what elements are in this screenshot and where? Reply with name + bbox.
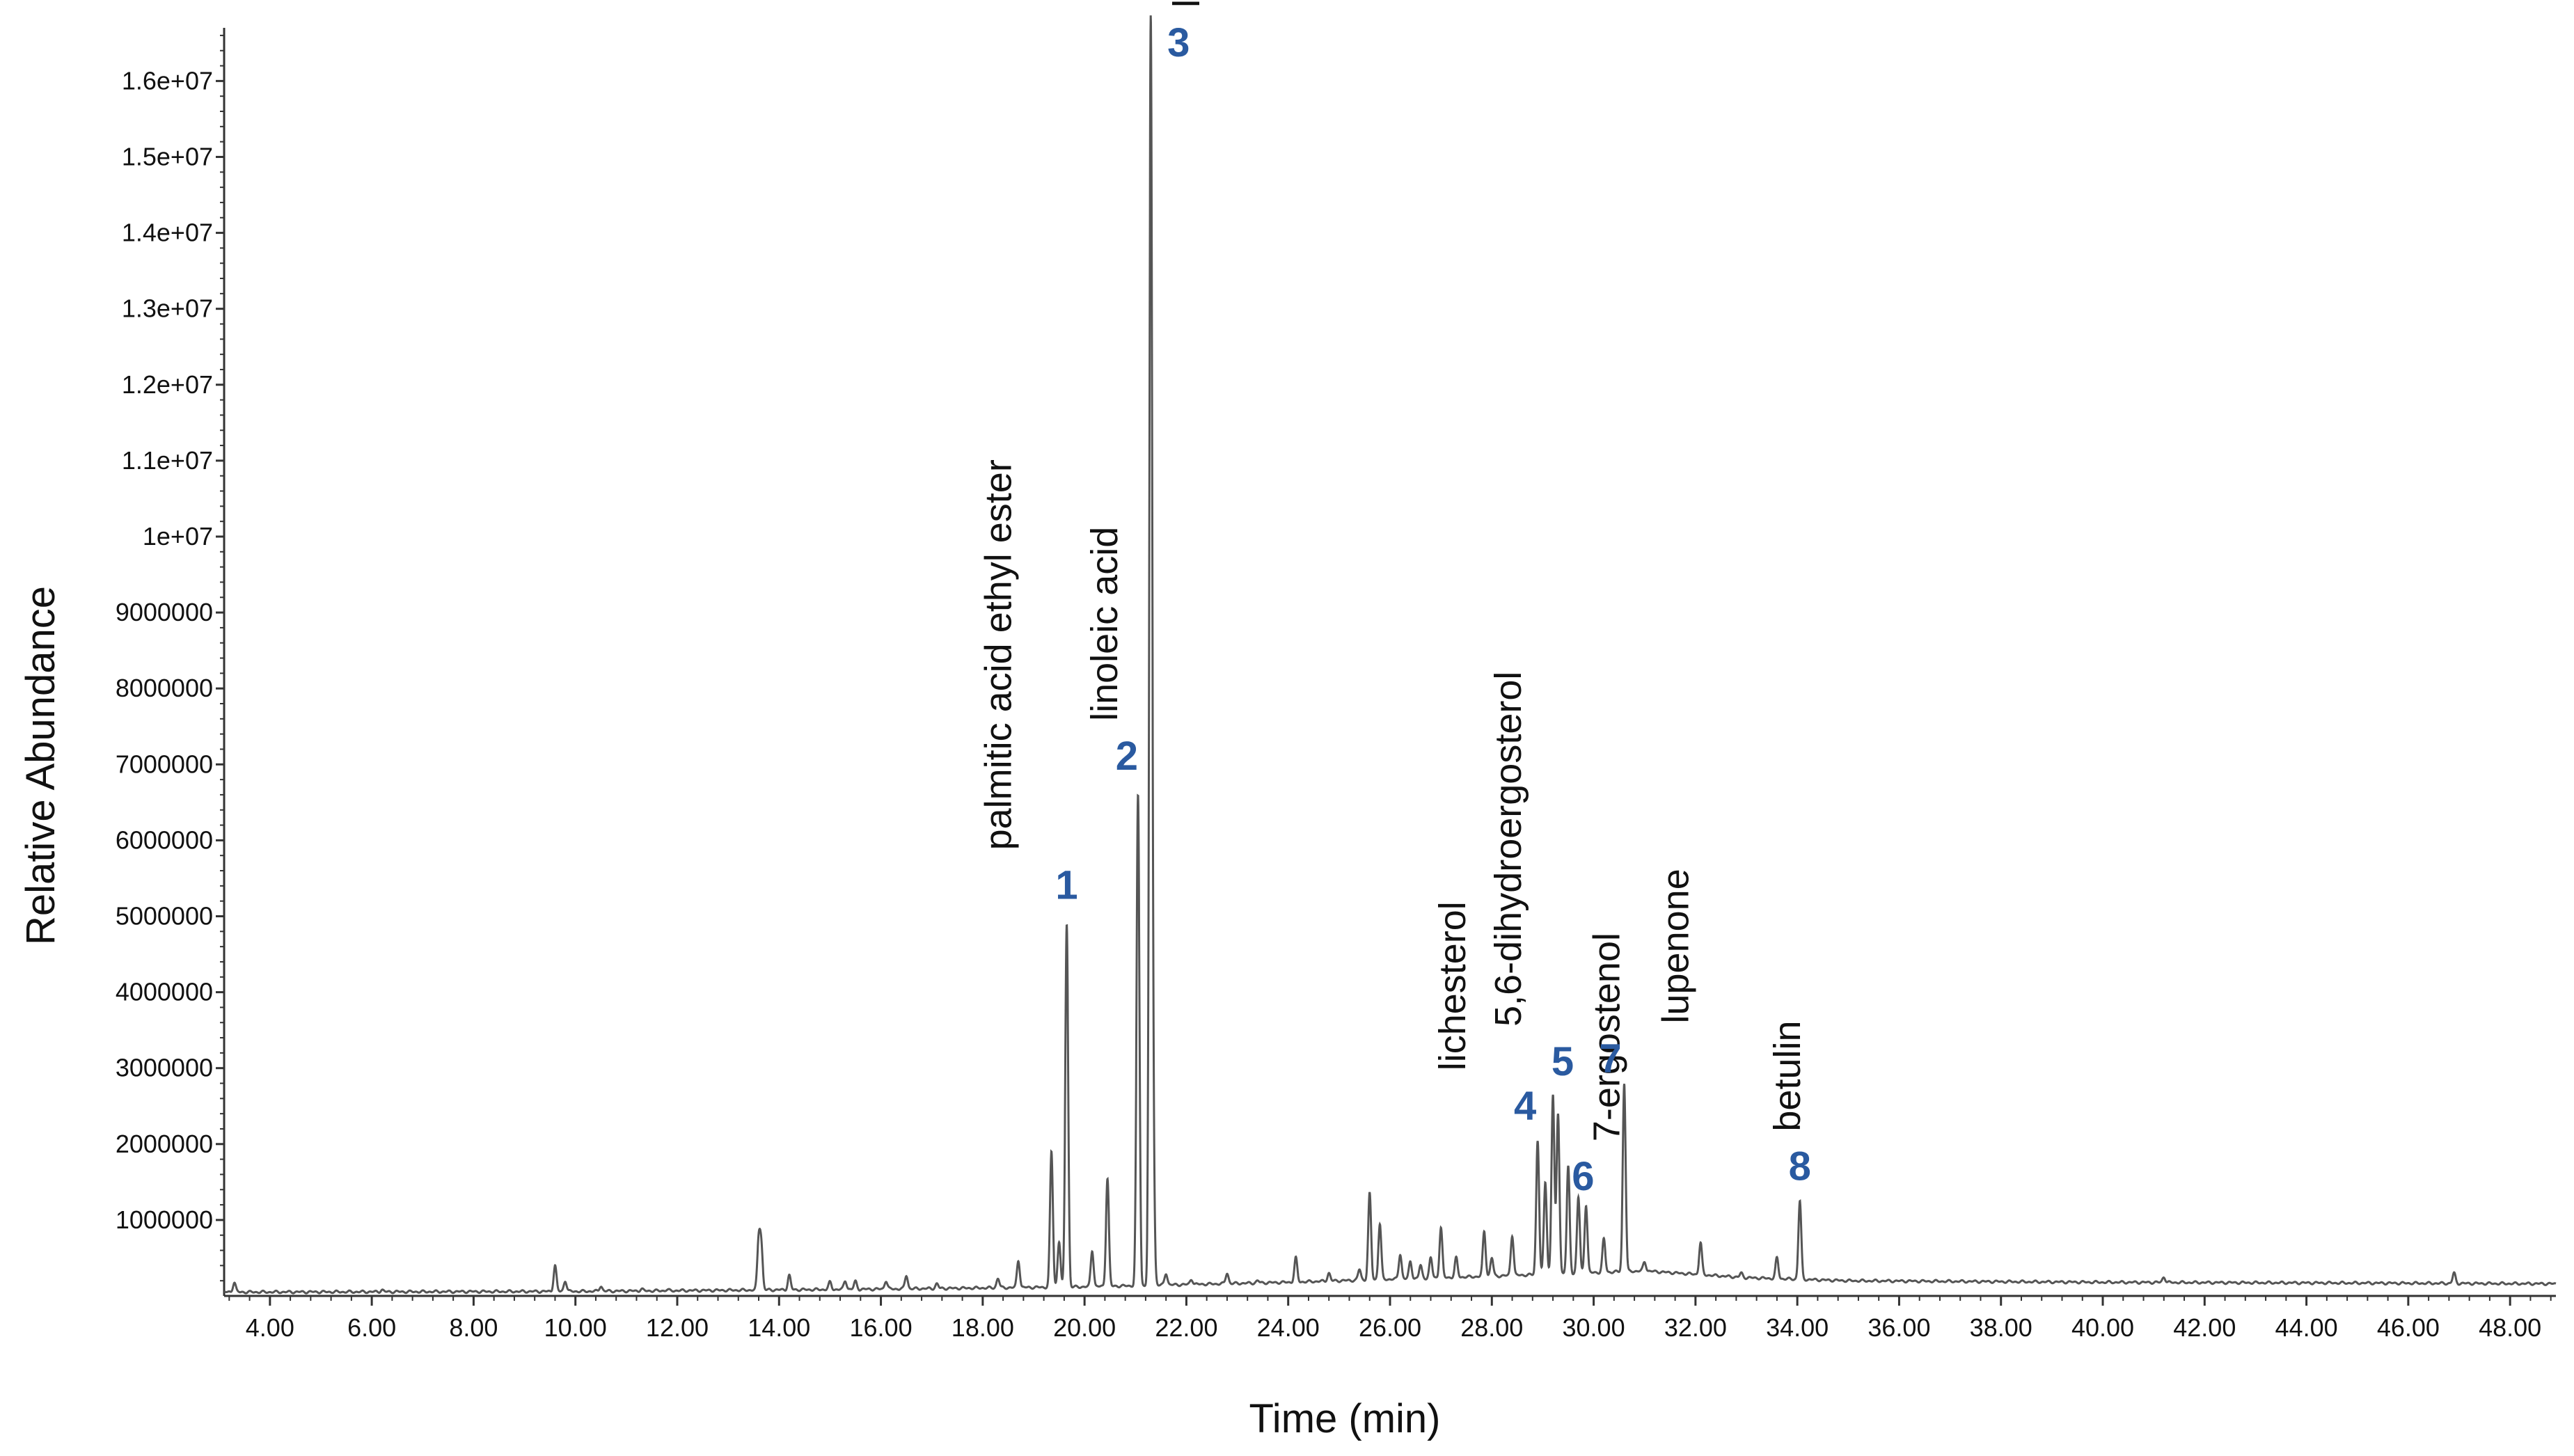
peak-number-label: 4 — [1514, 1083, 1536, 1128]
x-tick-label: 46.00 — [2377, 1313, 2440, 1342]
x-axis-ticks: 4.00 6.00 8.00 10.00 12.00 14.00 16.00 18.00 20.… — [228, 1296, 2552, 1342]
y-tick-label: 4000000 — [116, 978, 213, 1006]
y-tick-label: 5000000 — [116, 901, 213, 930]
y-tick-label: 2000000 — [116, 1130, 213, 1158]
x-tick-label: 28.00 — [1460, 1313, 1523, 1342]
peak-compound-label: linoleic acid ethyl ester — [1166, 0, 1208, 8]
peak-number-label: 8 — [1789, 1144, 1811, 1189]
peak-compound-label: betulin — [1767, 1020, 1808, 1131]
y-tick-label: 8000000 — [116, 674, 213, 702]
y-tick-label: 1.6e+07 — [122, 66, 213, 95]
y-tick-label: 7000000 — [116, 750, 213, 778]
x-tick-label: 12.00 — [646, 1313, 709, 1342]
x-tick-label: 30.00 — [1563, 1313, 1625, 1342]
peak-annotations: 1 palmitic acid ethyl ester 2 linoleic acid… — [978, 0, 1811, 1199]
x-tick-label: 40.00 — [2071, 1313, 2134, 1342]
peak-number-label: 1 — [1055, 862, 1077, 908]
peak-compound-label: 5,6-dihydroergosterol — [1487, 672, 1529, 1027]
peak-compound-label: lichesterol — [1432, 901, 1474, 1070]
x-tick-label: 32.00 — [1664, 1313, 1727, 1342]
y-tick-label: 1.1e+07 — [122, 446, 213, 475]
x-tick-label: 4.00 — [246, 1313, 294, 1342]
x-tick-label: 22.00 — [1155, 1313, 1217, 1342]
x-tick-label: 42.00 — [2173, 1313, 2236, 1342]
y-axis-title: Relative Abundance — [18, 586, 63, 945]
x-tick-label: 36.00 — [1868, 1313, 1930, 1342]
y-tick-label: 3000000 — [116, 1054, 213, 1082]
peak-number-label: 5 — [1551, 1039, 1574, 1084]
x-tick-label: 6.00 — [347, 1313, 396, 1342]
y-tick-label: 1.3e+07 — [122, 294, 213, 323]
peak-compound-label: 7-ergostenol — [1586, 933, 1627, 1141]
y-tick-label: 1.4e+07 — [122, 219, 213, 247]
y-axis-ticks: 1000000 2000000 3000000 4000000 5000000 60000… — [116, 34, 224, 1282]
x-tick-label: 44.00 — [2275, 1313, 2338, 1342]
peak-number-label: 7 — [1599, 1036, 1621, 1082]
y-tick-label: 1e+07 — [143, 522, 213, 551]
y-tick-label: 9000000 — [116, 598, 213, 626]
peak-compound-label: linoleic acid — [1084, 527, 1126, 721]
peak-compound-label: palmitic acid ethyl ester — [978, 459, 1020, 850]
x-tick-label: 48.00 — [2479, 1313, 2541, 1342]
x-tick-label: 24.00 — [1257, 1313, 1320, 1342]
x-tick-label: 38.00 — [1970, 1313, 2032, 1342]
peak-number-label: 6 — [1572, 1154, 1594, 1199]
peak-compound-label: lupenone — [1655, 869, 1697, 1023]
y-tick-label: 1.2e+07 — [122, 370, 213, 399]
x-tick-label: 20.00 — [1053, 1313, 1116, 1342]
chromatogram-trace — [223, 15, 2557, 1295]
x-tick-label: 10.00 — [544, 1313, 607, 1342]
y-tick-label: 6000000 — [116, 825, 213, 854]
x-tick-label: 16.00 — [850, 1313, 913, 1342]
x-tick-label: 18.00 — [952, 1313, 1014, 1342]
x-axis-title: Time (min) — [1249, 1396, 1441, 1441]
x-tick-label: 14.00 — [748, 1313, 810, 1342]
x-tick-label: 8.00 — [449, 1313, 498, 1342]
peak-number-label: 3 — [1167, 20, 1190, 65]
x-tick-label: 34.00 — [1766, 1313, 1829, 1342]
peak-number-label: 2 — [1116, 734, 1138, 779]
y-tick-label: 1000000 — [116, 1205, 213, 1234]
x-tick-label: 26.00 — [1359, 1313, 1421, 1342]
y-tick-label: 1.5e+07 — [122, 142, 213, 171]
